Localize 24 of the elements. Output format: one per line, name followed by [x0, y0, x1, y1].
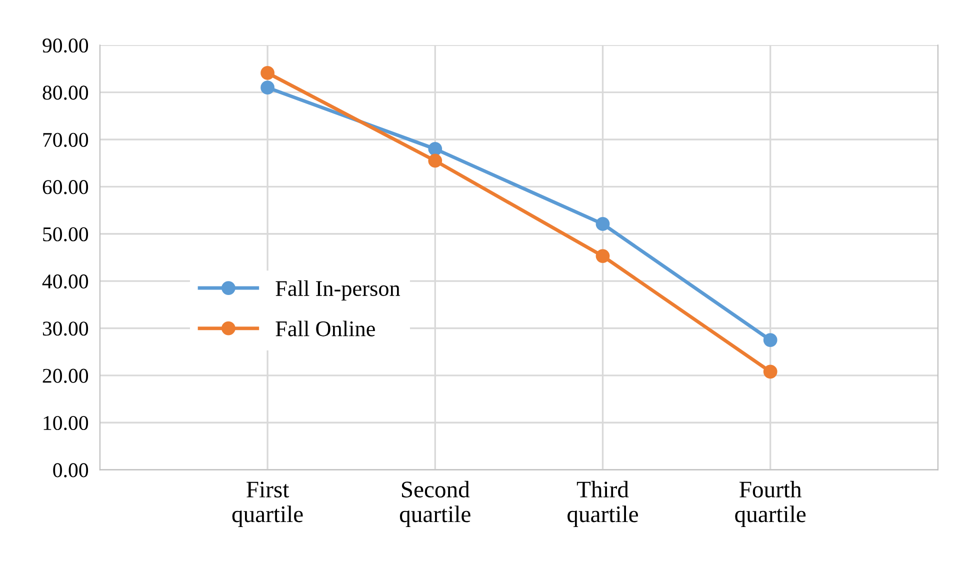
legend-label: Fall In-person — [276, 280, 400, 301]
point — [260, 80, 274, 95]
y-tick-label: 90.00 — [42, 38, 88, 53]
x-tick-label: Second quartile — [400, 480, 470, 528]
point — [260, 66, 274, 80]
point — [763, 333, 778, 347]
point — [428, 154, 442, 168]
y-tick-label: 20.00 — [42, 368, 88, 383]
y-tick-label: 80.00 — [42, 86, 88, 100]
y-tick-label: 40.00 — [42, 274, 88, 289]
y-tick-label: 30.00 — [42, 322, 88, 336]
point — [428, 142, 442, 156]
y-tick-label: 10.00 — [44, 416, 88, 430]
y-tick-label: 50.00 — [43, 227, 88, 242]
x-tick-label: Fourth quartile — [735, 480, 806, 528]
y-tick-label: 70.00 — [43, 132, 88, 148]
point — [596, 217, 610, 231]
point — [596, 249, 610, 263]
y-tick-label: 0.00 — [53, 463, 88, 478]
x-tick-label: First quartile — [232, 482, 303, 528]
x-tick-label: Third quartile — [568, 480, 638, 528]
legend-label: Fall Online — [276, 320, 375, 336]
y-tick-label: 60.00 — [42, 180, 88, 194]
point — [763, 364, 778, 379]
